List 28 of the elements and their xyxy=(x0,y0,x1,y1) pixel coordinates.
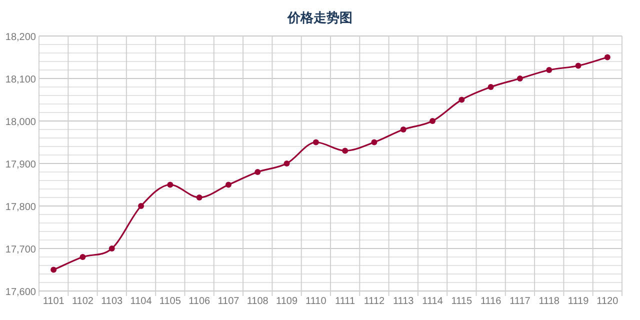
x-tick-label: 1109 xyxy=(276,296,298,307)
x-tick-label: 1103 xyxy=(101,296,124,307)
y-tick-label: 18,000 xyxy=(5,117,36,128)
x-tick-label: 1112 xyxy=(364,296,386,307)
y-tick-label: 17,600 xyxy=(5,287,36,298)
x-tick-label: 1111 xyxy=(335,296,356,307)
y-tick-label: 17,800 xyxy=(5,202,36,213)
x-tick-label: 1118 xyxy=(538,296,560,307)
x-tick-label: 1116 xyxy=(480,296,502,307)
x-tick-label: 1114 xyxy=(422,296,444,307)
y-tick-label: 17,700 xyxy=(5,244,36,256)
x-tick-label: 1117 xyxy=(510,296,531,307)
y-tick-label: 18,100 xyxy=(5,74,36,86)
y-tick-label: 17,900 xyxy=(5,160,36,170)
x-tick-label: 1113 xyxy=(392,296,414,307)
x-tick-label: 1119 xyxy=(568,296,590,307)
x-tick-label: 1107 xyxy=(218,296,240,307)
x-tick-label: 1102 xyxy=(72,296,94,307)
x-tick-label: 1101 xyxy=(42,296,65,307)
x-tick-label: 1106 xyxy=(188,296,211,307)
x-tick-label: 1120 xyxy=(596,296,619,307)
x-tick-label: 1110 xyxy=(306,296,327,307)
x-tick-label: 1115 xyxy=(451,296,472,307)
x-tick-label: 1105 xyxy=(159,296,182,307)
title: 价格走势图 xyxy=(288,10,352,25)
y-tick-label: 18,200 xyxy=(5,32,36,43)
x-tick-label: 1108 xyxy=(246,296,269,307)
x-tick-label: 1104 xyxy=(130,296,152,307)
